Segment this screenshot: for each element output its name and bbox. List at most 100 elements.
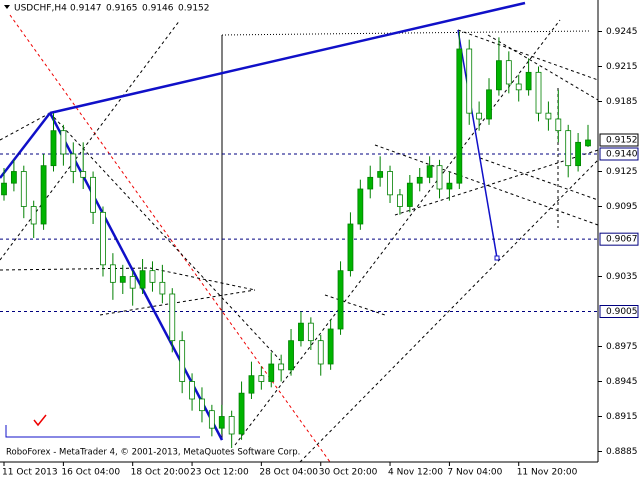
candle-body bbox=[258, 375, 265, 382]
candle-body bbox=[515, 83, 522, 91]
last-price-box bbox=[599, 133, 639, 147]
candle-body bbox=[545, 112, 552, 120]
candle-body bbox=[436, 165, 443, 190]
x-tick-label: 28 Oct 04:00 bbox=[259, 468, 318, 478]
candle-body bbox=[248, 375, 255, 394]
candle-body bbox=[446, 182, 453, 190]
candle-body bbox=[377, 171, 384, 178]
blue-trend-line bbox=[49, 1, 526, 115]
candle-body bbox=[555, 118, 562, 132]
axes bbox=[0, 0, 599, 463]
candle-body bbox=[218, 416, 225, 429]
x-tick-label: 11 Nov 20:00 bbox=[517, 468, 578, 478]
dotted-line bbox=[221, 30, 591, 36]
candle-body bbox=[387, 171, 393, 196]
candle-body bbox=[317, 340, 324, 365]
y-tick-label: 0.9245 bbox=[606, 27, 638, 37]
y-tick-label: 0.9095 bbox=[606, 202, 638, 212]
level-label: 0.9140 bbox=[606, 150, 638, 160]
y-tick-label: 0.8915 bbox=[606, 412, 638, 422]
candle-body bbox=[535, 71, 542, 114]
candle-body bbox=[406, 182, 413, 207]
dashed-line bbox=[0, 19, 181, 261]
candle-body bbox=[476, 112, 483, 120]
candle-body bbox=[70, 153, 77, 172]
y-tick-label: 0.9035 bbox=[606, 272, 638, 282]
header-high: 0.9165 bbox=[106, 4, 138, 14]
candle-body bbox=[20, 171, 27, 207]
candle-body bbox=[268, 363, 275, 382]
y-tick-label: 0.8885 bbox=[606, 447, 638, 457]
dashed-line bbox=[479, 157, 599, 201]
candle-body bbox=[525, 71, 532, 91]
candle-body bbox=[585, 139, 591, 147]
candle-body bbox=[505, 60, 512, 85]
candle-body bbox=[397, 194, 403, 207]
last-price-label: 0.9152 bbox=[606, 136, 638, 146]
dashed-line bbox=[0, 267, 151, 271]
blue-projection bbox=[457, 29, 498, 259]
candle-body bbox=[129, 276, 136, 289]
candle-body bbox=[109, 264, 116, 283]
dashed-line bbox=[457, 29, 599, 81]
candle-body bbox=[456, 48, 463, 184]
candle-body bbox=[199, 398, 205, 412]
y-tick-label: 0.9185 bbox=[606, 97, 638, 107]
blue-trend-line bbox=[0, 112, 51, 179]
candle-body bbox=[228, 416, 235, 435]
y-tick-label: 0.9215 bbox=[606, 62, 638, 72]
candle-body bbox=[90, 176, 96, 213]
candle-body bbox=[30, 206, 37, 225]
candle-body bbox=[149, 270, 156, 283]
symbol: USDCHF,H4 bbox=[14, 4, 67, 14]
dashed-line bbox=[49, 112, 281, 361]
level-label: 0.9005 bbox=[606, 307, 638, 317]
anchor-point bbox=[494, 255, 500, 261]
candle-body bbox=[139, 270, 146, 289]
level-label: 0.9067 bbox=[606, 235, 638, 245]
frame-line bbox=[5, 425, 200, 438]
candle-body bbox=[1, 182, 7, 196]
header-low: 0.9146 bbox=[142, 4, 174, 14]
candle-body bbox=[159, 281, 166, 295]
level-label-box bbox=[599, 147, 639, 161]
menu-arrow bbox=[4, 5, 10, 9]
candle-body bbox=[298, 322, 304, 342]
candle-body bbox=[288, 340, 294, 371]
candle-body bbox=[486, 89, 492, 120]
y-tick-label: 0.9125 bbox=[606, 167, 638, 177]
dashed-line bbox=[234, 19, 561, 446]
plot-area bbox=[0, 1, 599, 463]
x-tick-label: 7 Nov 04:00 bbox=[447, 468, 502, 478]
candle-body bbox=[426, 165, 433, 178]
candle-body bbox=[80, 171, 87, 178]
candle-body bbox=[466, 48, 473, 114]
candle-body bbox=[169, 293, 176, 342]
candle-body bbox=[278, 363, 285, 371]
checkmark bbox=[33, 414, 47, 427]
x-tick-label: 11 Oct 2013 bbox=[2, 468, 58, 478]
candle-body bbox=[575, 141, 582, 167]
candle-body bbox=[189, 381, 195, 400]
x-tick-label: 30 Oct 20:00 bbox=[319, 468, 378, 478]
dashed-line bbox=[99, 289, 256, 316]
x-tick-label: 23 Oct 12:00 bbox=[190, 468, 249, 478]
header-open: 0.9147 bbox=[70, 4, 102, 14]
dashed-line bbox=[299, 159, 599, 463]
candle-body bbox=[496, 60, 502, 91]
candle-body bbox=[347, 223, 354, 272]
candle-body bbox=[337, 270, 344, 330]
candle-body bbox=[119, 276, 126, 283]
candle-body bbox=[416, 176, 423, 184]
y-tick-label: 0.8975 bbox=[606, 342, 638, 352]
candle-body bbox=[100, 211, 106, 266]
candle-body bbox=[307, 322, 314, 342]
level-label-box bbox=[599, 305, 639, 318]
y-tick-label: 0.8945 bbox=[606, 377, 638, 387]
candle-body bbox=[357, 188, 364, 225]
header-close: 0.9152 bbox=[178, 4, 210, 14]
candle-body bbox=[565, 130, 572, 167]
